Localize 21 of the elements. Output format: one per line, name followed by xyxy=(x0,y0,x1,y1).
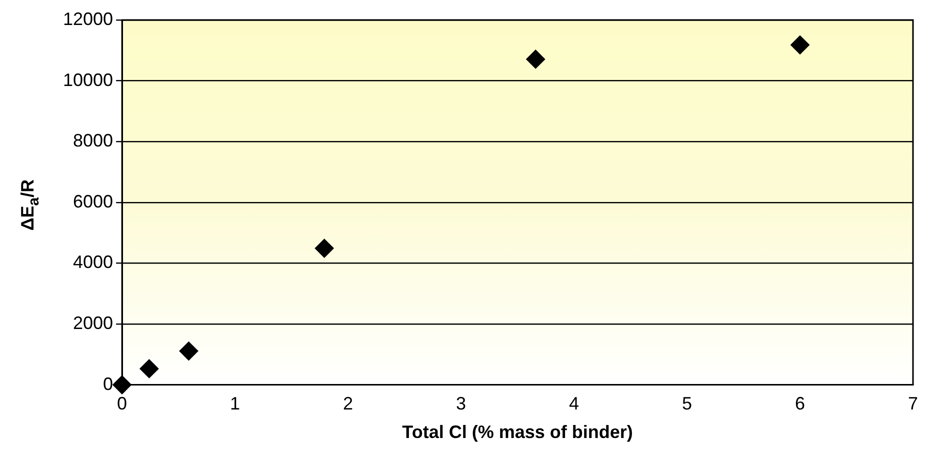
y-tick-label: 12000 xyxy=(62,8,114,29)
y-tick-label: 4000 xyxy=(73,252,114,272)
point xyxy=(140,359,159,378)
x-tick-label: 3 xyxy=(456,394,466,414)
x-tick-label: 7 xyxy=(908,394,918,414)
y-tick-label: 8000 xyxy=(73,130,114,151)
x-tick-label: 2 xyxy=(343,394,354,414)
x-tick-label: 6 xyxy=(795,394,806,414)
point xyxy=(314,238,334,258)
x-tick-label: 5 xyxy=(682,394,692,414)
point xyxy=(526,50,546,69)
y-tick-label: 2000 xyxy=(73,312,114,333)
x-axis-title: Total Cl (% mass of binder) xyxy=(402,422,633,442)
y-tick-label: 0 xyxy=(103,374,114,394)
point xyxy=(790,35,810,54)
x-tick-label: 1 xyxy=(230,394,240,414)
x-tick-label: 0 xyxy=(117,394,128,414)
y-tick-label: 6000 xyxy=(73,191,114,212)
point xyxy=(179,342,198,361)
y-tick-label: 10000 xyxy=(62,70,114,90)
x-tick-label: 4 xyxy=(569,394,580,414)
